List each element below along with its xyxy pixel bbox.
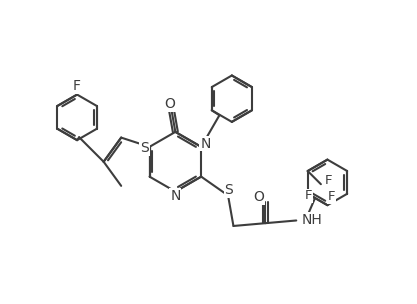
Text: S: S bbox=[224, 183, 233, 197]
Text: O: O bbox=[254, 191, 264, 205]
Text: S: S bbox=[140, 141, 149, 155]
Text: F: F bbox=[327, 190, 335, 203]
Text: N: N bbox=[200, 136, 211, 150]
Text: O: O bbox=[165, 97, 176, 111]
Text: F: F bbox=[324, 174, 332, 187]
Text: NH: NH bbox=[301, 213, 322, 227]
Text: F: F bbox=[73, 79, 81, 93]
Text: N: N bbox=[170, 189, 181, 203]
Text: F: F bbox=[305, 189, 312, 202]
